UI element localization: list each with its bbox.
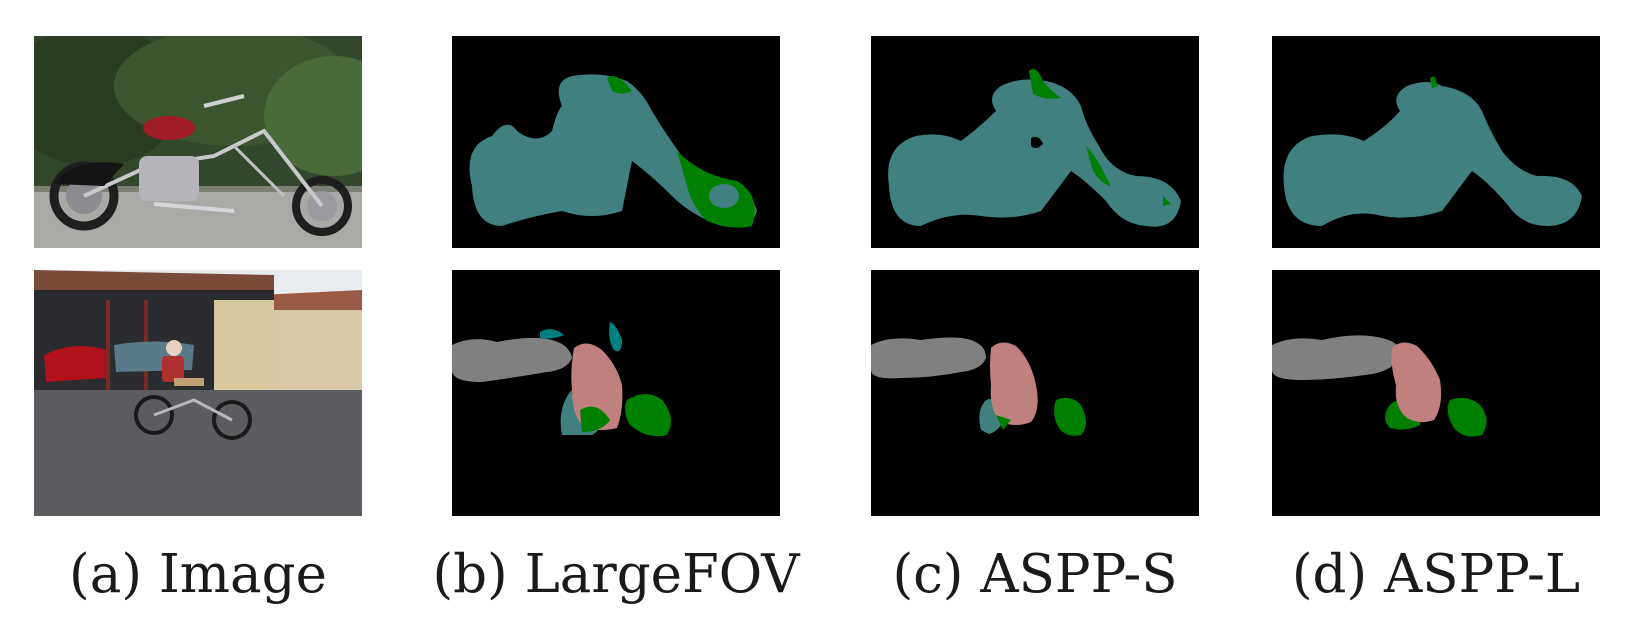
caption-aspp-s: (c) ASPP-S bbox=[892, 544, 1178, 605]
segmentation-largefov-cyclist bbox=[452, 270, 780, 516]
caption-aspp-l: (d) ASPP-L bbox=[1291, 544, 1581, 605]
caption-image: (a) Image bbox=[69, 544, 327, 605]
segmentation-aspp-l-cyclist bbox=[1272, 270, 1600, 516]
segmentation-largefov-motorbike bbox=[452, 36, 780, 248]
segmentation-aspp-s-motorbike bbox=[871, 36, 1199, 248]
photo-motorcycle bbox=[34, 36, 362, 248]
segmentation-aspp-l-motorbike bbox=[1272, 36, 1600, 248]
caption-largefov: (b) LargeFOV bbox=[432, 544, 800, 605]
photo-cyclist bbox=[34, 270, 362, 516]
segmentation-aspp-s-cyclist bbox=[871, 270, 1199, 516]
